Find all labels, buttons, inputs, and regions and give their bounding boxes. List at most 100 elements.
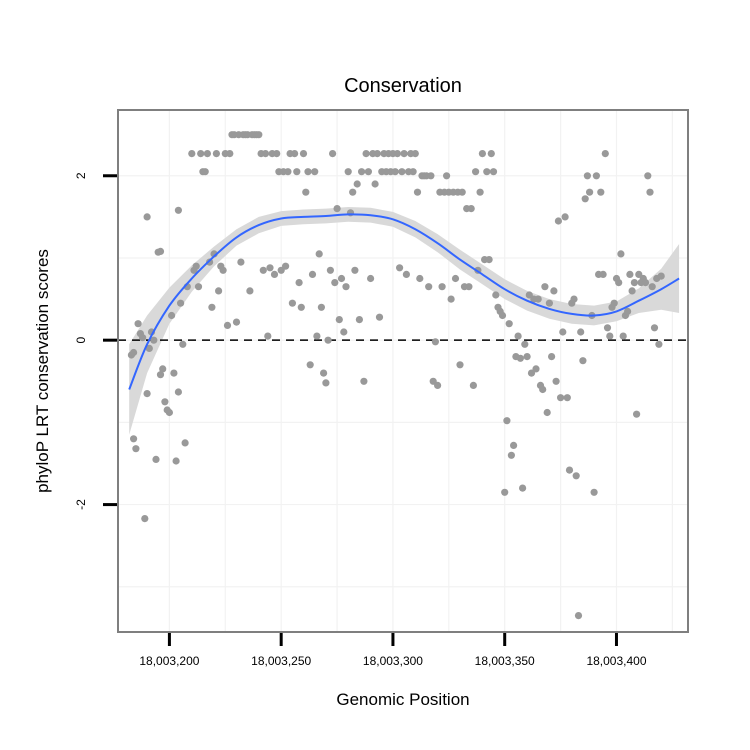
x-tick-label: 18,003,350 <box>475 654 535 668</box>
data-point <box>552 377 560 385</box>
data-point <box>534 295 542 303</box>
data-point <box>340 328 348 336</box>
confidence-ribbon <box>129 207 680 435</box>
data-point <box>628 287 636 295</box>
data-point <box>561 213 569 221</box>
data-point <box>603 324 612 332</box>
data-point <box>170 369 178 377</box>
data-point <box>174 388 182 396</box>
data-point <box>299 150 308 158</box>
data-point <box>487 150 495 158</box>
data-point <box>329 150 337 158</box>
data-point <box>498 311 507 320</box>
data-point <box>458 188 466 196</box>
data-point <box>203 150 211 158</box>
data-point <box>427 172 435 180</box>
data-point <box>503 417 511 425</box>
data-point <box>400 150 408 158</box>
data-point <box>297 303 305 311</box>
data-point <box>565 466 574 474</box>
data-point <box>335 316 343 324</box>
data-point <box>409 168 417 176</box>
data-point <box>255 131 263 139</box>
data-point <box>143 213 151 221</box>
data-point <box>557 394 565 402</box>
data-point <box>646 188 654 196</box>
data-point <box>246 287 254 295</box>
data-point <box>317 303 325 311</box>
x-tick-label: 18,003,400 <box>586 654 646 668</box>
data-point <box>304 168 312 176</box>
x-tick-label: 18,003,250 <box>251 654 311 668</box>
data-point <box>349 188 357 196</box>
data-point <box>541 283 549 291</box>
data-point <box>264 332 272 340</box>
data-point <box>597 188 605 196</box>
data-point <box>367 274 375 283</box>
data-point <box>159 365 167 373</box>
data-point <box>592 172 601 180</box>
data-point <box>411 150 419 158</box>
data-points <box>127 131 665 620</box>
data-point <box>212 150 220 158</box>
data-point <box>425 283 433 291</box>
data-point <box>302 188 310 196</box>
data-point <box>579 357 587 365</box>
data-point <box>443 172 451 180</box>
chart-title: Conservation <box>344 75 462 97</box>
data-point <box>132 445 140 453</box>
data-point <box>451 274 460 283</box>
data-point <box>590 488 598 496</box>
data-point <box>554 217 563 225</box>
data-point <box>139 334 147 342</box>
data-point <box>514 332 522 340</box>
data-point <box>581 195 589 203</box>
data-point <box>208 303 216 311</box>
data-point <box>657 272 665 280</box>
panel-background <box>118 110 688 632</box>
data-point <box>261 150 270 158</box>
data-point <box>311 168 319 176</box>
data-point <box>371 180 379 188</box>
data-point <box>619 332 627 340</box>
data-point <box>523 353 531 361</box>
data-point <box>201 168 209 176</box>
data-point <box>601 150 609 158</box>
data-point <box>641 279 650 287</box>
data-point <box>447 295 455 303</box>
data-point <box>516 354 525 362</box>
data-point <box>467 205 475 213</box>
data-point <box>273 150 281 158</box>
data-point <box>197 150 205 158</box>
x-tick-label: 18,003,200 <box>139 654 199 668</box>
data-point <box>615 279 623 287</box>
data-point <box>150 336 158 344</box>
data-point <box>543 408 551 417</box>
data-point <box>270 270 279 278</box>
data-point <box>168 311 176 320</box>
data-point <box>617 250 625 258</box>
data-point <box>545 299 554 307</box>
data-point <box>483 168 491 176</box>
data-point <box>156 247 165 255</box>
data-point <box>351 266 359 274</box>
data-point <box>320 369 328 377</box>
data-point <box>521 340 529 348</box>
data-point <box>259 266 267 274</box>
data-point <box>313 332 321 340</box>
data-point <box>282 262 290 270</box>
x-axis-title: Genomic Position <box>336 690 469 709</box>
data-point <box>342 283 350 291</box>
data-point <box>226 150 234 158</box>
data-point <box>492 291 500 299</box>
data-point <box>143 390 151 398</box>
data-point <box>333 205 341 213</box>
data-point <box>570 295 578 303</box>
data-point <box>456 361 464 369</box>
data-point <box>161 398 169 406</box>
data-point <box>630 279 639 287</box>
data-point <box>599 270 607 278</box>
data-point <box>572 472 580 480</box>
data-point <box>291 150 299 158</box>
data-point <box>232 318 241 326</box>
